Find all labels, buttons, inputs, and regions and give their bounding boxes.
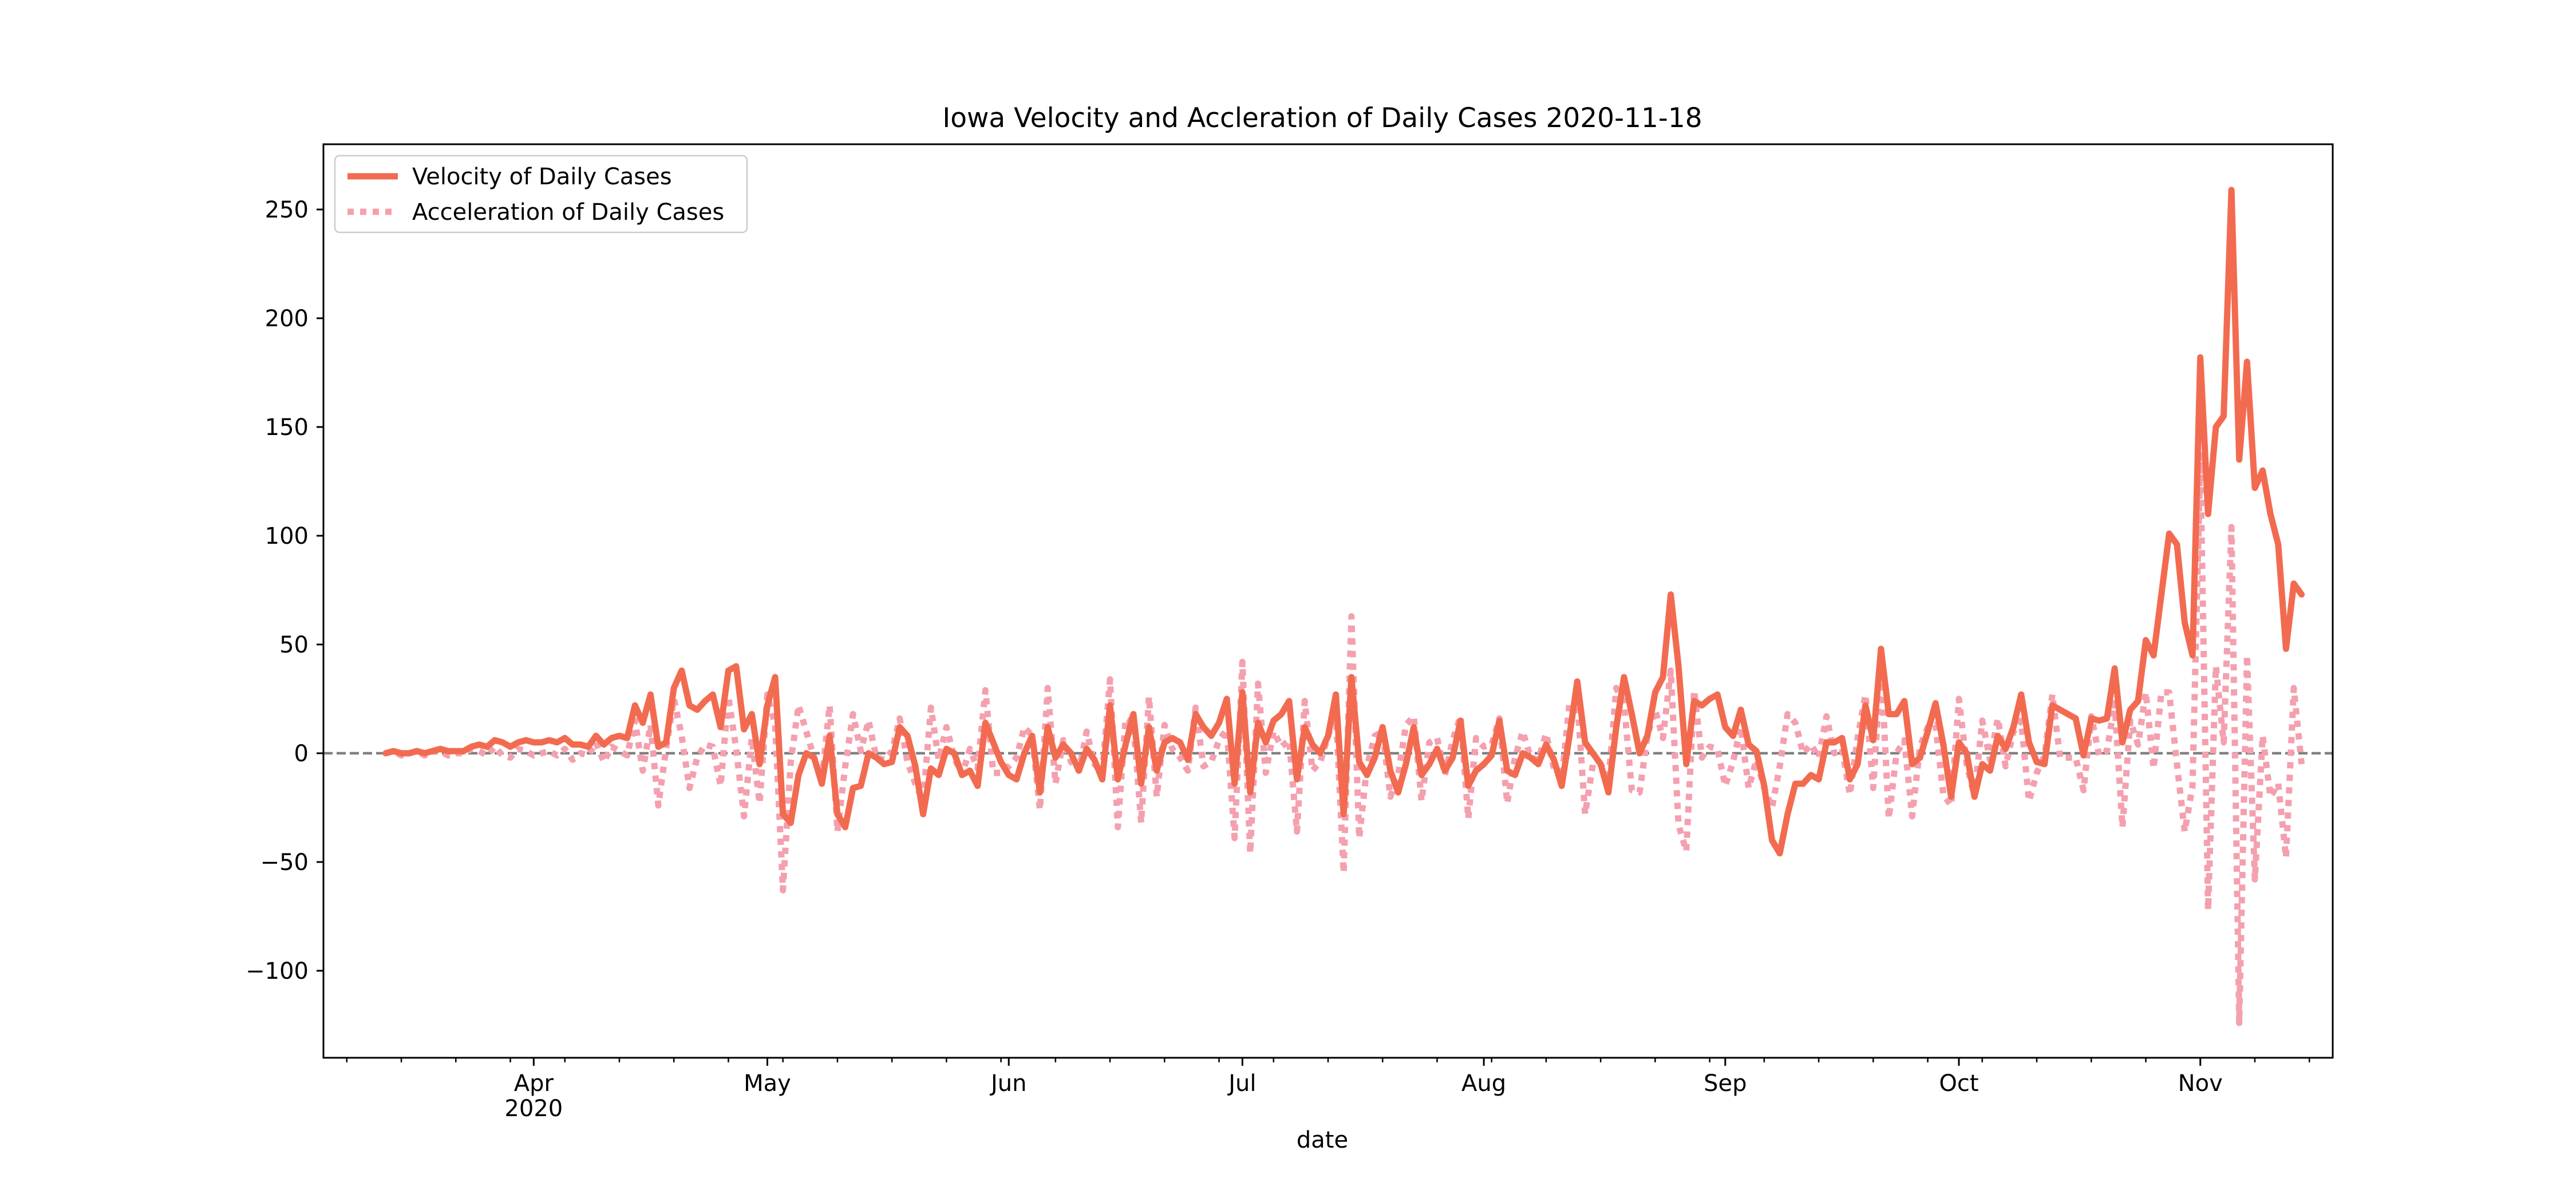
- x-tick-label: Sep: [1704, 1070, 1747, 1097]
- y-tick-label: 150: [265, 414, 309, 441]
- y-tick-label: 250: [265, 197, 309, 223]
- x-tick-label: Apr: [514, 1070, 554, 1097]
- x-tick-label: Jul: [1227, 1070, 1256, 1097]
- y-tick-label: 200: [265, 306, 309, 332]
- series-line-acceleration-of-daily-cases: [385, 452, 2305, 1026]
- x-tick-year-label: 2020: [504, 1096, 563, 1122]
- x-tick-label: Aug: [1461, 1070, 1506, 1097]
- legend-label: Velocity of Daily Cases: [412, 164, 672, 190]
- x-tick-label: Oct: [1939, 1070, 1978, 1097]
- legend-label: Acceleration of Daily Cases: [412, 199, 724, 226]
- x-tick-label: Nov: [2178, 1070, 2223, 1097]
- plot-area: [323, 187, 2333, 1026]
- chart-title: Iowa Velocity and Accleration of Daily C…: [942, 102, 1702, 134]
- legend: Velocity of Daily Cases Acceleration of D…: [334, 155, 748, 234]
- y-tick-label: 50: [279, 632, 309, 658]
- x-tick-label: May: [744, 1070, 791, 1097]
- series-line-velocity-of-daily-cases: [382, 187, 2305, 857]
- legend-box: [334, 155, 748, 234]
- x-axis-label: date: [1297, 1127, 1348, 1153]
- y-tick-label: −100: [246, 958, 309, 984]
- x-tick-label: Jun: [989, 1070, 1027, 1097]
- y-tick-label: 0: [294, 741, 309, 767]
- y-tick-label: −50: [260, 849, 309, 876]
- y-tick-label: 100: [265, 523, 309, 549]
